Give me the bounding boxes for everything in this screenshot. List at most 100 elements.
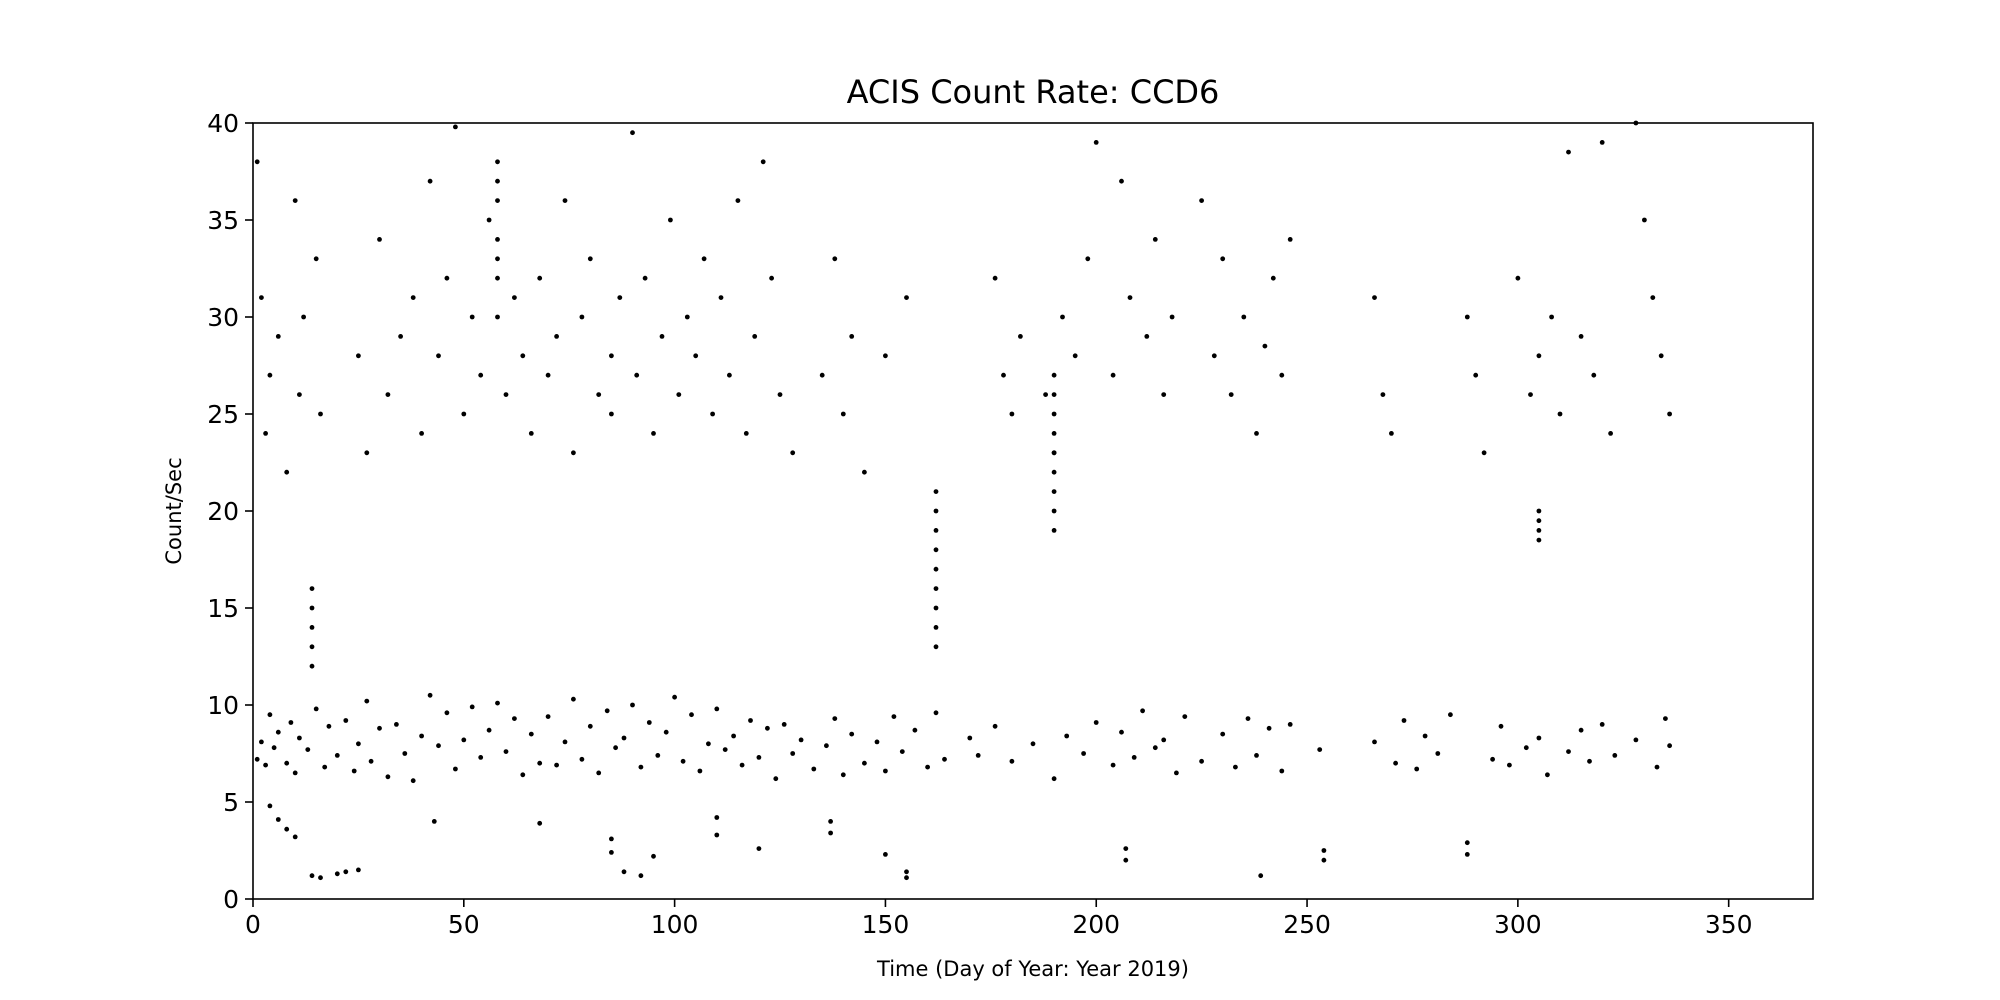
- data-point: [634, 372, 640, 378]
- data-point: [579, 314, 585, 320]
- data-point: [630, 702, 635, 708]
- x-tick-label: 200: [1072, 910, 1120, 939]
- data-point: [1182, 714, 1188, 719]
- data-point: [1536, 353, 1542, 359]
- data-point: [495, 700, 500, 706]
- data-point: [495, 198, 500, 204]
- data-point: [840, 411, 846, 417]
- data-point: [461, 411, 467, 417]
- data-point: [840, 772, 846, 778]
- chart-title: ACIS Count Rate: CCD6: [847, 73, 1220, 111]
- data-point: [1317, 747, 1323, 752]
- data-point: [512, 295, 517, 300]
- data-point: [1043, 392, 1048, 397]
- data-point: [1536, 528, 1542, 533]
- data-point: [925, 764, 930, 770]
- data-point: [743, 431, 749, 436]
- data-point: [254, 159, 260, 165]
- data-point: [975, 753, 981, 758]
- data-point: [1262, 343, 1268, 349]
- data-point: [824, 743, 829, 749]
- data-point: [748, 718, 753, 723]
- data-point: [781, 722, 787, 727]
- data-point: [1654, 764, 1660, 770]
- data-point: [933, 605, 939, 611]
- data-point: [1393, 760, 1398, 766]
- data-point: [1372, 295, 1377, 300]
- data-point: [410, 295, 416, 300]
- data-point: [1110, 762, 1116, 768]
- data-point: [680, 758, 686, 764]
- data-point: [1650, 295, 1656, 300]
- data-point: [1422, 733, 1428, 739]
- data-point: [1279, 768, 1285, 774]
- y-axis-label: Count/Sec: [162, 457, 186, 564]
- data-point: [1051, 776, 1057, 782]
- data-point: [942, 756, 947, 762]
- data-point: [651, 853, 656, 859]
- data-point: [1414, 766, 1420, 772]
- data-point: [1085, 256, 1091, 262]
- data-point: [828, 819, 833, 824]
- data-point: [385, 774, 391, 780]
- data-point: [912, 727, 918, 733]
- data-point: [364, 698, 370, 704]
- data-point: [554, 762, 559, 768]
- data-point: [1270, 275, 1276, 281]
- data-point: [1287, 722, 1293, 727]
- data-point: [394, 722, 399, 727]
- data-point: [874, 739, 880, 745]
- data-point: [1599, 722, 1605, 727]
- data-point: [1051, 528, 1057, 533]
- data-point: [275, 334, 281, 339]
- data-point: [1123, 857, 1129, 863]
- data-point: [528, 431, 534, 436]
- data-point: [849, 731, 855, 737]
- data-point: [512, 716, 517, 721]
- data-point: [933, 489, 939, 494]
- data-point: [1536, 537, 1542, 543]
- data-point: [832, 716, 838, 721]
- data-point: [1241, 314, 1247, 320]
- data-point: [313, 706, 319, 712]
- data-point: [1169, 314, 1175, 320]
- data-point: [756, 846, 762, 851]
- data-point: [1536, 518, 1542, 524]
- data-point: [275, 817, 281, 822]
- data-point: [1051, 508, 1057, 514]
- data-point: [288, 720, 294, 725]
- data-point: [1051, 431, 1057, 436]
- data-point: [343, 869, 349, 875]
- data-point: [684, 314, 690, 320]
- data-point: [1663, 716, 1668, 721]
- data-point: [1152, 745, 1158, 751]
- data-point: [752, 334, 758, 339]
- data-point: [1161, 737, 1167, 743]
- data-point: [1515, 275, 1521, 281]
- data-point: [706, 741, 711, 747]
- data-point: [676, 392, 682, 397]
- data-point: [1199, 198, 1204, 204]
- data-point: [1545, 772, 1550, 778]
- data-point: [297, 392, 302, 397]
- data-point: [862, 469, 867, 475]
- data-point: [495, 275, 500, 281]
- data-point: [431, 819, 437, 824]
- data-point: [427, 178, 433, 184]
- data-point: [760, 159, 766, 165]
- data-point: [1658, 353, 1664, 359]
- data-point: [933, 644, 939, 650]
- data-point: [571, 696, 576, 702]
- data-point: [828, 830, 833, 836]
- data-point: [1051, 411, 1057, 417]
- data-point: [617, 295, 623, 300]
- data-point: [1667, 411, 1672, 417]
- data-point: [714, 706, 720, 712]
- data-point: [1321, 857, 1327, 863]
- data-point: [1064, 733, 1070, 739]
- y-tick-label: 40: [207, 109, 239, 138]
- data-point: [1536, 508, 1542, 514]
- data-point: [495, 178, 500, 184]
- data-point: [1211, 353, 1217, 359]
- data-point: [398, 334, 403, 339]
